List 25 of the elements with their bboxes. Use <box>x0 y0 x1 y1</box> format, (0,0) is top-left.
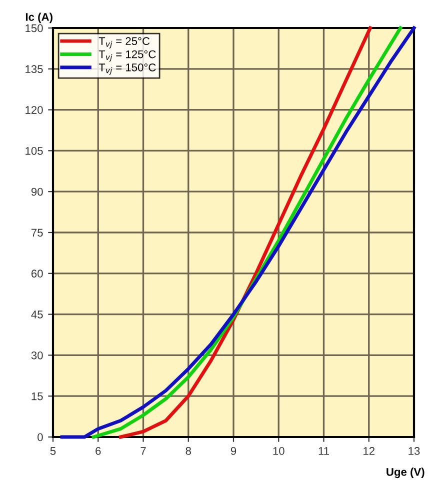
x-tick-label: 5 <box>50 447 56 455</box>
x-axis-title: Uge (V) <box>386 468 424 478</box>
x-tick-label: 9 <box>230 447 236 455</box>
y-tick-label: 0 <box>38 433 43 442</box>
x-tick-label: 13 <box>408 447 420 455</box>
x-tick-label: 12 <box>364 447 374 455</box>
y-tick-label: 150 <box>26 24 43 32</box>
legend-label: T$_{vj}$ = 150°C <box>98 63 156 75</box>
legend-label: T$_{vj}$ = 125°C <box>98 50 156 62</box>
y-tick-label: 75 <box>31 228 43 237</box>
y-tick-label: 90 <box>31 188 43 196</box>
y-tick-label: 120 <box>26 106 43 114</box>
x-tick-label: 7 <box>140 447 146 455</box>
legend-label: T$_{vj}$ = 25°C <box>98 37 150 48</box>
y-tick-label: 15 <box>32 392 43 400</box>
x-tick-label: 6 <box>96 447 101 455</box>
x-tick-label: 10 <box>273 447 284 455</box>
x-tick-label: 8 <box>186 447 191 455</box>
y-axis-title: Ic (A) <box>26 12 52 24</box>
y-tick-label: 60 <box>31 270 43 278</box>
y-tick-label: 45 <box>31 310 43 318</box>
y-tick-label: 135 <box>26 65 43 74</box>
y-tick-label: 30 <box>31 351 43 360</box>
y-tick-label: 105 <box>26 146 43 155</box>
x-tick-label: 11 <box>318 447 329 455</box>
